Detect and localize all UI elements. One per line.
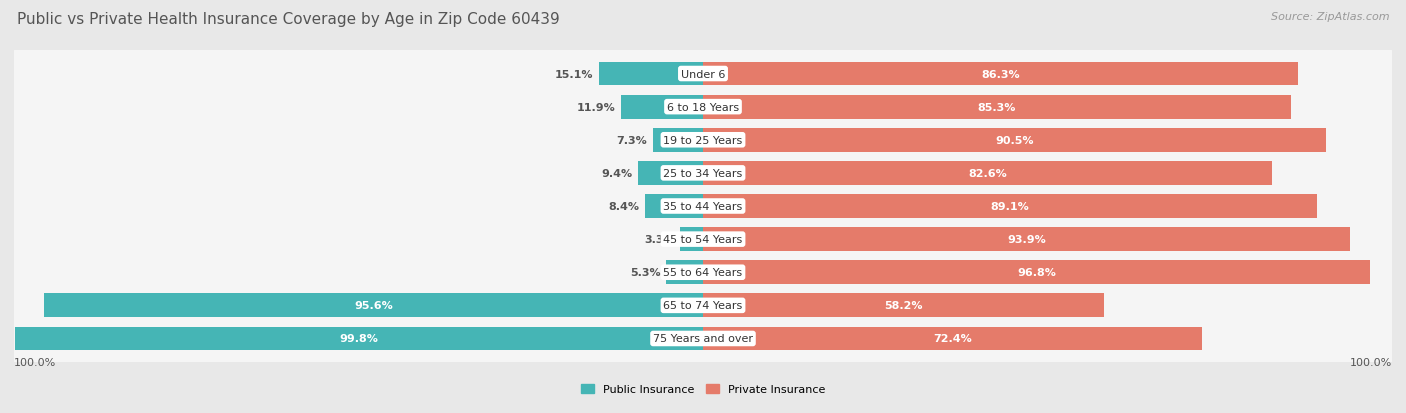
FancyBboxPatch shape <box>13 315 1393 362</box>
Bar <box>621 95 703 119</box>
FancyBboxPatch shape <box>14 216 1393 263</box>
Bar <box>703 128 1326 152</box>
Text: 95.6%: 95.6% <box>354 301 394 311</box>
Bar <box>703 294 1104 318</box>
Text: 6 to 18 Years: 6 to 18 Years <box>666 102 740 112</box>
Text: 45 to 54 Years: 45 to 54 Years <box>664 235 742 244</box>
Text: 100.0%: 100.0% <box>14 358 56 368</box>
FancyBboxPatch shape <box>14 84 1393 131</box>
Text: 15.1%: 15.1% <box>555 69 593 79</box>
Text: 75 Years and over: 75 Years and over <box>652 334 754 344</box>
Text: 35 to 44 Years: 35 to 44 Years <box>664 202 742 211</box>
FancyBboxPatch shape <box>13 84 1393 131</box>
Bar <box>703 62 1298 86</box>
FancyBboxPatch shape <box>14 282 1393 329</box>
Text: 90.5%: 90.5% <box>995 135 1033 145</box>
Bar <box>666 261 703 285</box>
Text: Source: ZipAtlas.com: Source: ZipAtlas.com <box>1271 12 1389 22</box>
FancyBboxPatch shape <box>13 117 1393 164</box>
Text: 7.3%: 7.3% <box>616 135 647 145</box>
Bar <box>703 195 1317 218</box>
Bar <box>703 327 1202 351</box>
Bar <box>15 327 703 351</box>
Text: 89.1%: 89.1% <box>991 202 1029 211</box>
FancyBboxPatch shape <box>13 249 1393 296</box>
Bar <box>45 294 703 318</box>
Bar <box>652 128 703 152</box>
Text: 99.8%: 99.8% <box>340 334 378 344</box>
Legend: Public Insurance, Private Insurance: Public Insurance, Private Insurance <box>576 380 830 399</box>
FancyBboxPatch shape <box>14 315 1393 362</box>
FancyBboxPatch shape <box>13 51 1393 98</box>
FancyBboxPatch shape <box>14 150 1393 197</box>
Text: 72.4%: 72.4% <box>934 334 972 344</box>
Bar <box>703 95 1291 119</box>
Bar <box>638 161 703 185</box>
Bar <box>645 195 703 218</box>
Text: 86.3%: 86.3% <box>981 69 1019 79</box>
Text: 55 to 64 Years: 55 to 64 Years <box>664 268 742 278</box>
FancyBboxPatch shape <box>14 51 1393 98</box>
Text: Under 6: Under 6 <box>681 69 725 79</box>
FancyBboxPatch shape <box>14 183 1393 230</box>
Text: 85.3%: 85.3% <box>977 102 1017 112</box>
Text: 100.0%: 100.0% <box>1350 358 1392 368</box>
Bar <box>703 261 1369 285</box>
FancyBboxPatch shape <box>14 117 1393 164</box>
Text: 58.2%: 58.2% <box>884 301 922 311</box>
Text: 9.4%: 9.4% <box>602 169 633 178</box>
Text: 82.6%: 82.6% <box>969 169 1007 178</box>
Text: 96.8%: 96.8% <box>1017 268 1056 278</box>
Text: 65 to 74 Years: 65 to 74 Years <box>664 301 742 311</box>
Text: 3.3%: 3.3% <box>644 235 675 244</box>
FancyBboxPatch shape <box>13 282 1393 329</box>
Text: 8.4%: 8.4% <box>609 202 640 211</box>
Text: 19 to 25 Years: 19 to 25 Years <box>664 135 742 145</box>
Text: 25 to 34 Years: 25 to 34 Years <box>664 169 742 178</box>
FancyBboxPatch shape <box>13 216 1393 263</box>
Text: 93.9%: 93.9% <box>1007 235 1046 244</box>
Text: Public vs Private Health Insurance Coverage by Age in Zip Code 60439: Public vs Private Health Insurance Cover… <box>17 12 560 27</box>
Bar <box>599 62 703 86</box>
FancyBboxPatch shape <box>14 249 1393 296</box>
Bar <box>703 228 1350 252</box>
Text: 11.9%: 11.9% <box>576 102 616 112</box>
FancyBboxPatch shape <box>13 183 1393 230</box>
Bar <box>681 228 703 252</box>
Text: 5.3%: 5.3% <box>630 268 661 278</box>
FancyBboxPatch shape <box>13 150 1393 197</box>
Bar <box>703 161 1272 185</box>
